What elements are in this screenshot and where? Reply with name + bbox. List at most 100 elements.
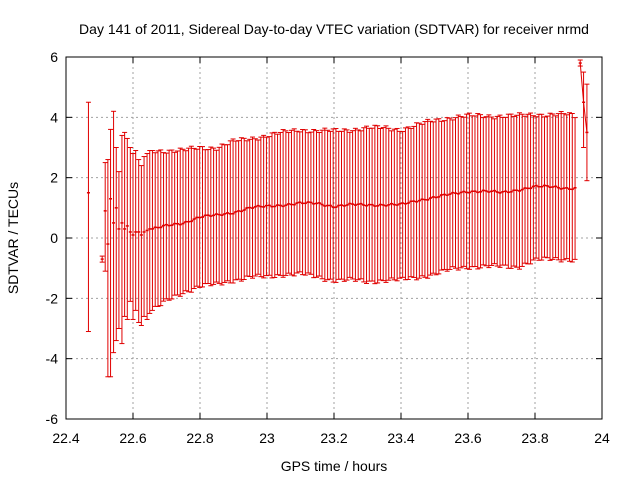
error-bar bbox=[127, 147, 133, 302]
mean-line bbox=[210, 214, 214, 217]
mean-line bbox=[207, 214, 211, 217]
mean-line bbox=[371, 204, 376, 207]
x-tick-label: 22.8 bbox=[186, 430, 213, 446]
mean-line bbox=[521, 187, 526, 191]
mean-line bbox=[252, 206, 256, 209]
mean-line bbox=[555, 185, 559, 189]
mean-line bbox=[305, 201, 309, 204]
mean-line bbox=[572, 187, 576, 190]
mean-line bbox=[485, 190, 490, 193]
mean-line bbox=[216, 213, 220, 216]
error-bar bbox=[138, 165, 144, 326]
mean-line bbox=[460, 191, 465, 193]
mean-line bbox=[341, 204, 345, 207]
x-tick-label: 23.8 bbox=[521, 430, 548, 446]
y-tick-label: 4 bbox=[50, 109, 58, 125]
mean-line bbox=[435, 196, 439, 198]
mean-line bbox=[558, 187, 562, 190]
mean-line bbox=[324, 205, 328, 207]
x-tick-label: 23.6 bbox=[454, 430, 481, 446]
mean-line bbox=[316, 202, 320, 204]
mean-line bbox=[530, 185, 534, 189]
error-bar bbox=[177, 147, 183, 297]
mean-line bbox=[533, 185, 537, 187]
mean-line bbox=[427, 197, 431, 201]
error-bar bbox=[116, 171, 122, 329]
mean-line bbox=[499, 191, 503, 194]
mean-line bbox=[455, 192, 459, 195]
mean-line bbox=[358, 203, 362, 205]
error-bar bbox=[108, 128, 114, 378]
mean-line bbox=[243, 207, 248, 211]
mean-line bbox=[488, 190, 492, 193]
mean-line bbox=[383, 204, 387, 207]
mean-line bbox=[288, 203, 292, 205]
y-tick-label: -6 bbox=[46, 411, 59, 427]
error-bar bbox=[227, 140, 233, 284]
error-bar bbox=[564, 114, 570, 260]
mean-line bbox=[335, 205, 339, 208]
error-bar bbox=[213, 149, 219, 283]
mean-line bbox=[241, 209, 245, 212]
mean-line bbox=[366, 204, 370, 207]
error-bar-series bbox=[85, 59, 590, 378]
mean-line bbox=[480, 189, 484, 193]
error-bar bbox=[105, 159, 111, 378]
mean-line bbox=[449, 192, 453, 195]
y-tick-label: 2 bbox=[50, 170, 58, 186]
mean-line bbox=[474, 190, 478, 193]
error-bar bbox=[124, 137, 130, 320]
mean-line bbox=[579, 62, 585, 103]
x-tick-label: 23.4 bbox=[387, 430, 414, 446]
mean-line bbox=[227, 212, 231, 215]
mean-line bbox=[163, 224, 167, 226]
mean-line bbox=[177, 223, 181, 226]
mean-line bbox=[182, 221, 187, 224]
mean-line bbox=[396, 203, 401, 206]
mean-line bbox=[257, 205, 262, 208]
x-tick-label: 23.2 bbox=[320, 430, 347, 446]
mean-line bbox=[224, 212, 228, 215]
mean-line bbox=[388, 203, 392, 206]
mean-line bbox=[213, 213, 217, 216]
mean-line bbox=[171, 223, 175, 226]
mean-line bbox=[483, 189, 487, 192]
mean-line bbox=[274, 204, 278, 207]
error-bar bbox=[102, 162, 108, 272]
error-bar bbox=[225, 144, 231, 282]
error-bar bbox=[111, 110, 117, 354]
mean-line bbox=[494, 190, 498, 193]
error-bar bbox=[99, 255, 105, 263]
mean-line bbox=[219, 214, 223, 216]
mean-line bbox=[458, 191, 462, 195]
error-bar bbox=[147, 150, 153, 314]
x-tick-label: 23 bbox=[259, 430, 275, 446]
error-bar bbox=[208, 146, 214, 287]
mean-line bbox=[321, 204, 326, 207]
mean-line bbox=[433, 196, 437, 198]
mean-line bbox=[346, 203, 351, 206]
mean-line bbox=[330, 205, 334, 208]
mean-line bbox=[191, 218, 195, 222]
mean-line bbox=[497, 191, 501, 194]
y-axis-label: SDTVAR / TECUs bbox=[5, 182, 21, 294]
mean-line bbox=[477, 191, 481, 193]
error-bar bbox=[436, 118, 442, 275]
error-bar bbox=[275, 133, 281, 276]
error-bar bbox=[119, 134, 125, 345]
x-axis-label: GPS time / hours bbox=[281, 458, 388, 474]
mean-line bbox=[491, 190, 495, 192]
mean-line bbox=[349, 202, 353, 205]
mean-line bbox=[344, 204, 348, 207]
error-bar bbox=[283, 130, 289, 276]
error-bar bbox=[141, 156, 147, 317]
error-bar bbox=[297, 131, 303, 273]
mean-line bbox=[285, 203, 289, 206]
mean-line bbox=[405, 202, 409, 205]
mean-line bbox=[235, 210, 239, 213]
mean-line bbox=[160, 225, 164, 228]
x-tick-label: 22.4 bbox=[52, 430, 79, 446]
error-bar bbox=[144, 153, 150, 320]
mean-line bbox=[319, 202, 323, 205]
error-bar bbox=[286, 132, 292, 274]
